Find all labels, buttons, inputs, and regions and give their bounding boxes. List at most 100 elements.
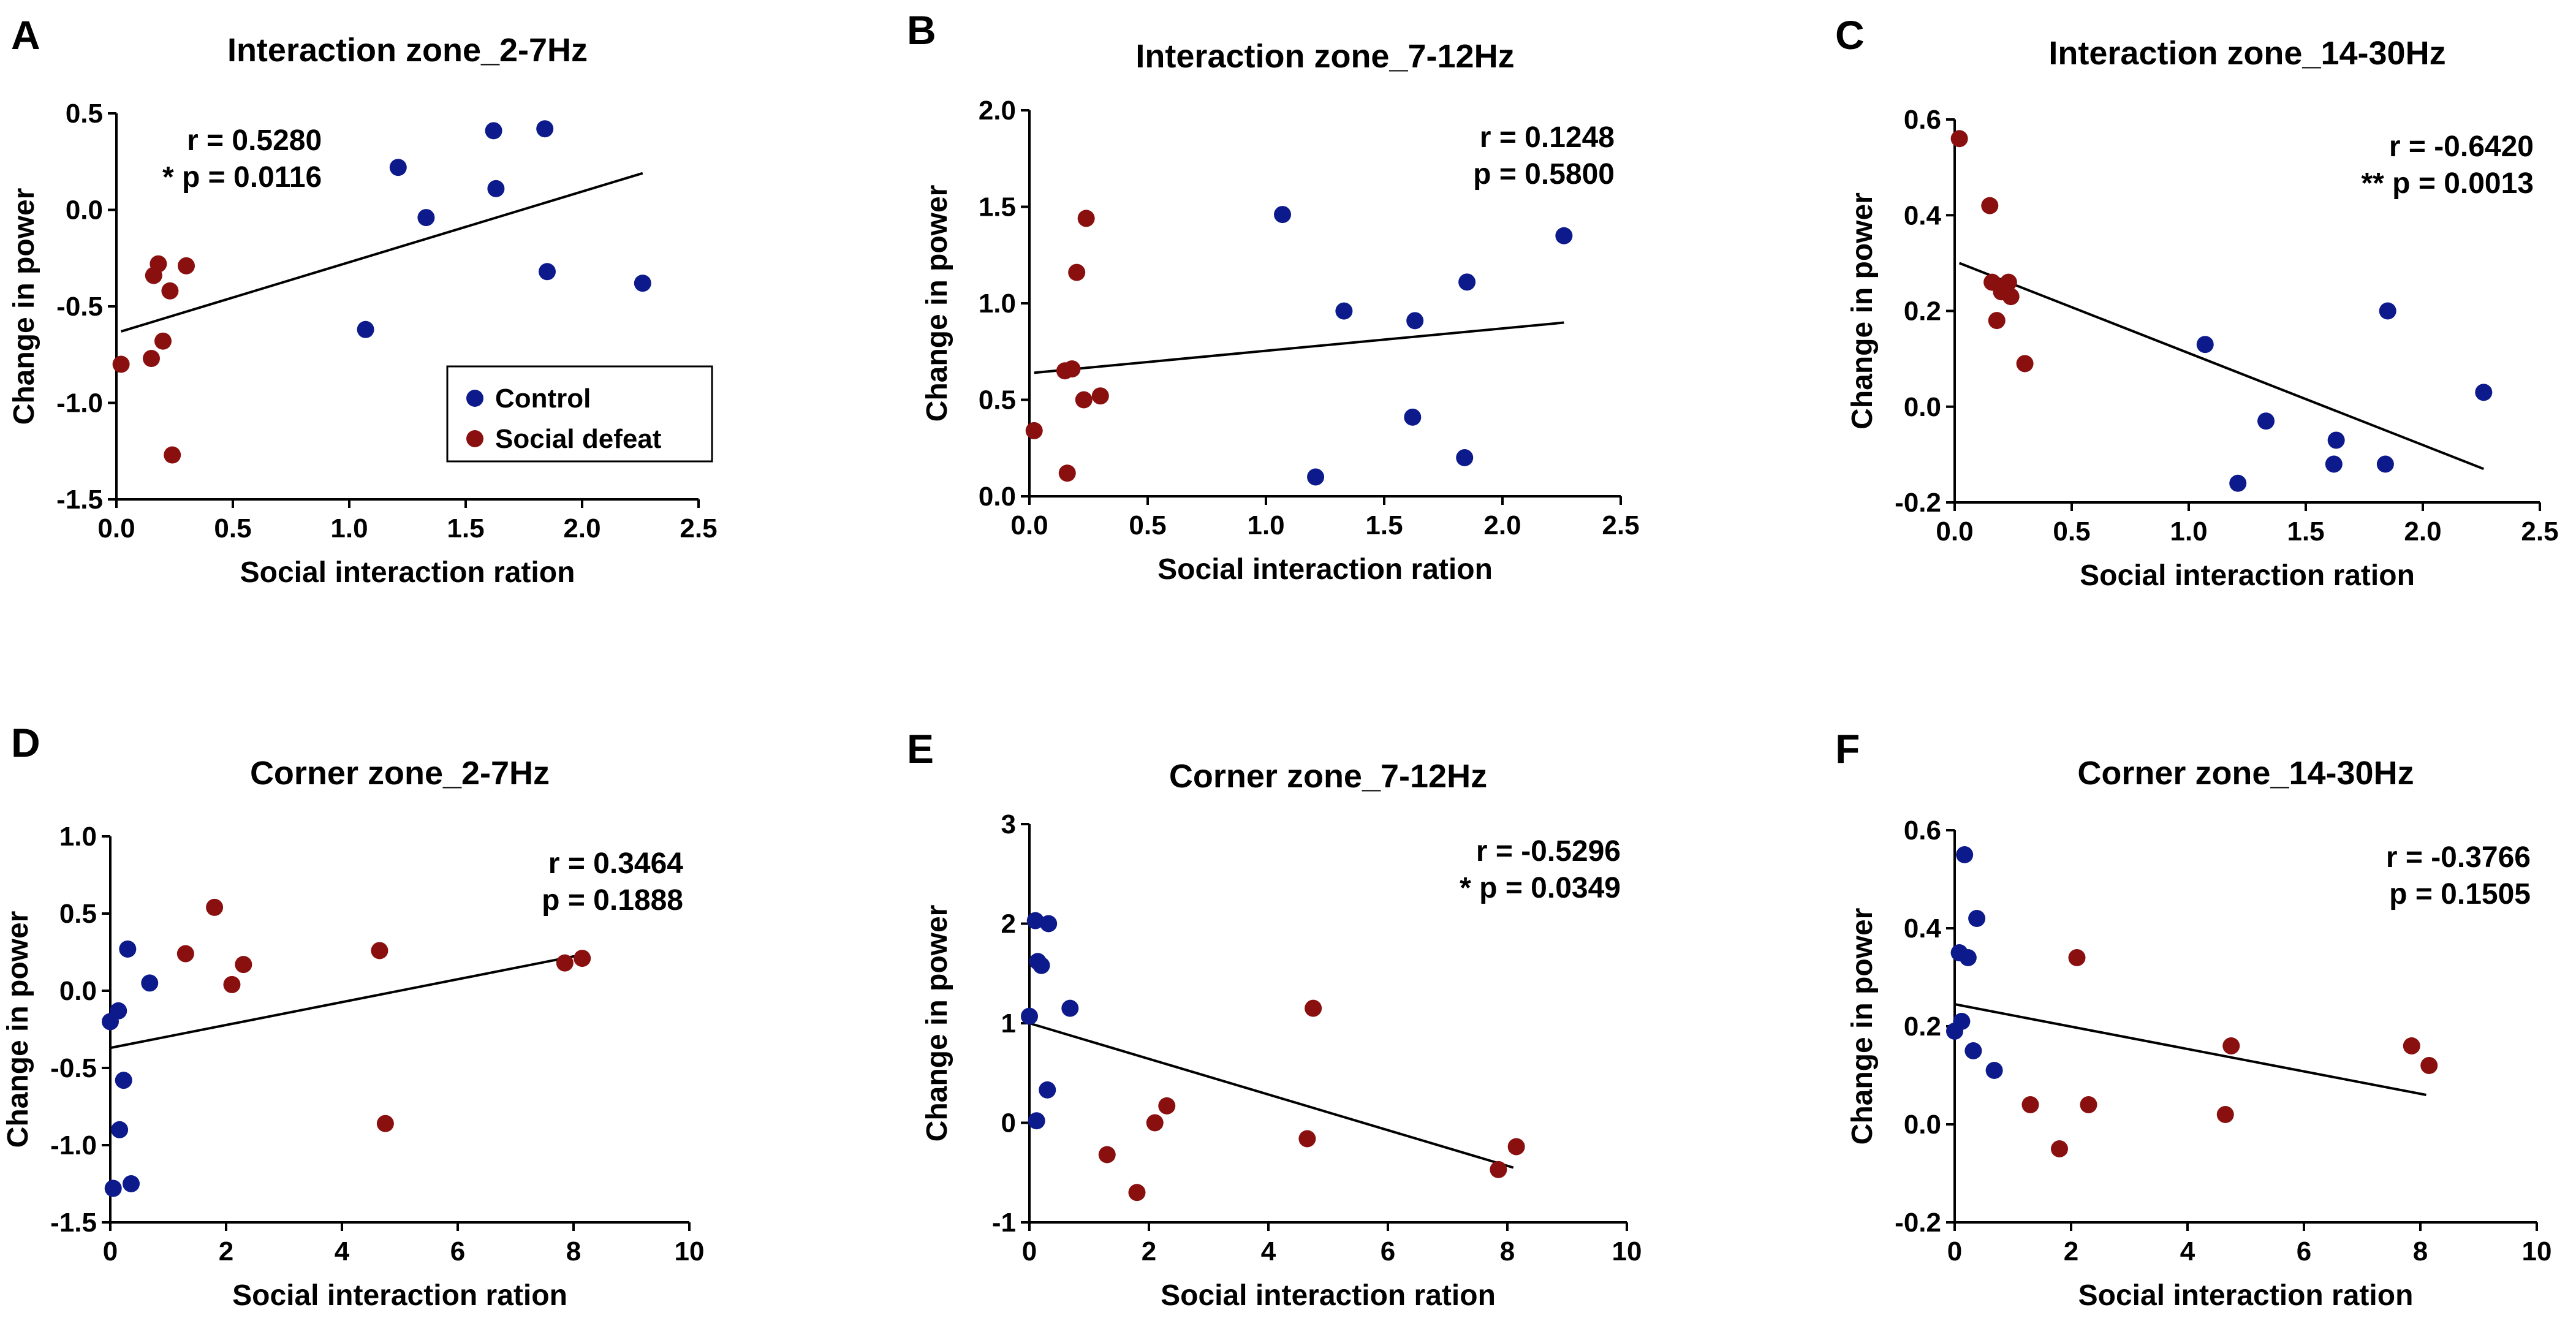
x-tick-label: 0.5 [214, 513, 251, 543]
regression-line [1029, 1022, 1514, 1169]
point-social-defeat [164, 446, 181, 464]
point-social-defeat [235, 956, 252, 974]
y-tick-label: 0.6 [1904, 816, 1941, 846]
point-social-defeat [574, 950, 591, 967]
x-axis-label: Social interaction ration [1157, 553, 1493, 586]
y-tick-label: 0.5 [59, 899, 97, 929]
y-axis-label: Change in power [1846, 908, 1879, 1145]
point-social-defeat [223, 975, 241, 993]
point-control [1032, 956, 1050, 974]
point-social-defeat [1507, 1138, 1525, 1156]
regression-line [110, 954, 580, 1050]
chart-title: Interaction zone_7-12Hz [1135, 38, 1514, 75]
y-tick-label: -0.5 [56, 292, 103, 322]
y-tick-label: 1.5 [979, 192, 1016, 222]
point-control [1040, 915, 1058, 933]
point-social-defeat [1025, 422, 1043, 439]
point-social-defeat [206, 898, 224, 916]
panel-letter: E [907, 726, 934, 771]
y-tick-label: 0.2 [1904, 297, 1941, 327]
point-social-defeat [2002, 288, 2020, 306]
stat-p: ** p = 0.0013 [2361, 167, 2534, 200]
legend: Control Social defeat [446, 365, 713, 463]
y-tick-label: 0.0 [979, 482, 1016, 512]
y-tick-label: -1.0 [50, 1130, 97, 1160]
point-control [1406, 312, 1424, 330]
chart-title: Corner zone_14-30Hz [2077, 755, 2414, 792]
regression-line [1958, 262, 2485, 471]
x-tick-label: 8 [1500, 1236, 1515, 1266]
point-social-defeat [1058, 464, 1076, 482]
x-tick-label: 2.0 [2404, 517, 2441, 547]
regression-line [121, 172, 643, 333]
y-tick-label: 0.4 [1904, 914, 1942, 944]
point-social-defeat [2016, 355, 2034, 373]
point-social-defeat [1091, 387, 1109, 405]
panel-letter: C [1835, 12, 1865, 58]
x-axis-label: Social interaction ration [2078, 1279, 2414, 1312]
point-social-defeat [143, 350, 160, 368]
x-tick-label: 1.0 [2170, 517, 2207, 547]
point-social-defeat [376, 1115, 394, 1132]
point-social-defeat [176, 945, 194, 963]
chart-title: Corner zone_7-12Hz [1169, 758, 1487, 795]
point-social-defeat [1298, 1130, 1316, 1148]
x-tick-label: 2.0 [563, 513, 600, 543]
stat-r: r = 0.3464 [548, 847, 684, 880]
x-tick-label: 1.0 [1247, 510, 1284, 540]
point-social-defeat [1075, 391, 1093, 409]
x-tick-label: 0.0 [97, 513, 135, 543]
x-tick-label: 2.0 [1483, 510, 1521, 540]
point-social-defeat [2222, 1037, 2240, 1054]
point-control [1061, 999, 1079, 1017]
x-tick-label: 6 [2297, 1236, 2311, 1266]
x-axis-label: Social interaction ration [2080, 559, 2415, 592]
stat-p: p = 0.5800 [1473, 158, 1615, 191]
y-tick-label: 2 [1001, 909, 1016, 939]
regression-line [1034, 321, 1564, 374]
point-control [119, 940, 137, 958]
point-social-defeat [1158, 1097, 1176, 1115]
point-control [123, 1175, 140, 1192]
point-social-defeat [2021, 1096, 2039, 1113]
point-control [2325, 455, 2343, 473]
point-control [2379, 302, 2396, 320]
point-control [389, 159, 407, 176]
panel-letter: D [11, 720, 40, 765]
y-tick-label: 0.0 [59, 976, 97, 1006]
point-social-defeat [1128, 1184, 1146, 1202]
y-axis-label: Change in power [2, 911, 34, 1148]
stat-p: p = 0.1888 [542, 884, 683, 917]
y-tick-label: -0.2 [1895, 488, 1941, 518]
point-control [536, 120, 554, 138]
panel-d: D Corner zone_2-7Hz 0 2 4 6 8 10 -1.5 -1.0 -0.5 0.0… [2, 720, 704, 1312]
x-tick-label: 1.0 [330, 513, 368, 543]
point-social-defeat [1063, 360, 1081, 378]
y-axis-label: Change in power [1846, 192, 1879, 430]
y-tick-label: 0.2 [1904, 1012, 1941, 1042]
x-tick-label: 0.5 [1129, 510, 1166, 540]
point-control [1039, 1081, 1056, 1099]
x-tick-label: 0.0 [1010, 510, 1048, 540]
point-control [485, 122, 502, 140]
y-tick-label: -1.5 [56, 485, 103, 515]
point-social-defeat [1981, 197, 1999, 214]
point-control [1274, 206, 1292, 224]
y-tick-label: 0.4 [1904, 200, 1942, 230]
x-tick-label: 10 [1612, 1236, 1642, 1266]
stat-r: r = 0.1248 [1480, 121, 1615, 154]
point-control [2475, 384, 2493, 401]
x-axis-label: Social interaction ration [1161, 1279, 1496, 1312]
x-tick-label: 0 [103, 1236, 118, 1266]
point-control [141, 974, 159, 992]
y-tick-label: -0.5 [50, 1053, 97, 1083]
x-tick-label: 10 [2522, 1236, 2552, 1266]
y-tick-label: 2.0 [979, 96, 1016, 126]
panel-letter: B [907, 7, 936, 53]
y-tick-label: 1 [1001, 1009, 1016, 1039]
panel-letter: A [11, 12, 40, 58]
legend-marker [466, 430, 483, 447]
point-social-defeat [161, 282, 179, 300]
y-tick-label: -0.2 [1895, 1208, 1941, 1238]
